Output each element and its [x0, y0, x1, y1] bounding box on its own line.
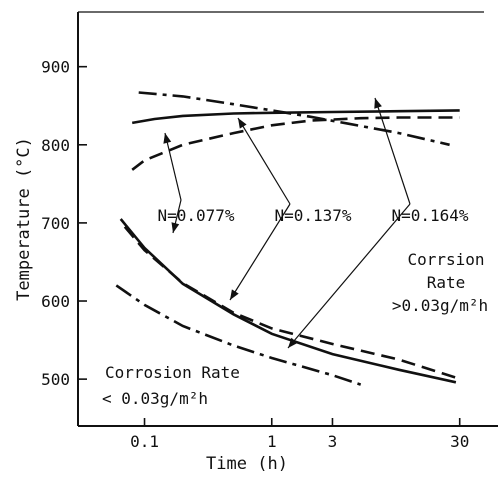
- leader-arrowhead-3: [238, 118, 247, 129]
- annotation-low-rate-line-2: < 0.03g/m²h: [102, 389, 208, 408]
- x-tick-label-1: 1: [267, 432, 277, 451]
- series-1-upper-curve: [131, 116, 460, 171]
- leader-arrowhead-1: [163, 133, 172, 144]
- leader-line-4: [229, 203, 291, 301]
- annotation-n-2: N=0.137%: [274, 206, 351, 225]
- series-2-lower-curve: [119, 218, 457, 384]
- annotation-high-rate-line-3: >0.03g/m²h: [392, 296, 488, 315]
- annotation-high-rate-line-1: Corrsion: [407, 250, 484, 269]
- series-3-upper-curve: [138, 91, 450, 147]
- y-tick-label-800: 800: [41, 136, 70, 155]
- labels: 500 600 700 800 900 0.1 1 3 30 Time (h) Temperatur…: [14, 58, 488, 474]
- series-1-lower-curve: [123, 225, 457, 379]
- annotation-n-3: N=0.164%: [391, 206, 468, 225]
- y-tick-label-600: 600: [41, 292, 70, 311]
- leader-line-3: [237, 117, 291, 205]
- arrows: [163, 97, 411, 349]
- leader-arrowhead-6: [288, 337, 298, 348]
- leader-arrowhead-5: [374, 98, 382, 109]
- leader-arrowhead-4: [230, 289, 239, 300]
- annotation-low-rate-line-1: Corrosion Rate: [105, 363, 240, 382]
- leader-arrowhead-2: [171, 222, 180, 233]
- annotation-n-1: N=0.077%: [157, 206, 234, 225]
- x-tick-label-30: 30: [450, 432, 469, 451]
- leader-line-6: [287, 203, 411, 349]
- leader-line-5: [374, 97, 411, 205]
- series-2-upper-curve: [131, 109, 460, 125]
- plot-lines: [115, 91, 460, 386]
- annotation-high-rate-line-2: Rate: [427, 273, 466, 292]
- y-tick-label-700: 700: [41, 214, 70, 233]
- axes: [77, 11, 498, 427]
- x-tick-label-0.1: 0.1: [130, 432, 159, 451]
- series-3-lower-curve: [115, 284, 362, 386]
- x-axis-label: Time (h): [206, 454, 288, 474]
- y-axis-label: Temperature (°C): [14, 137, 34, 301]
- leader-line-1: [164, 132, 182, 201]
- x-tick-label-3: 3: [328, 432, 338, 451]
- y-tick-label-500: 500: [41, 370, 70, 389]
- y-tick-label-900: 900: [41, 58, 70, 77]
